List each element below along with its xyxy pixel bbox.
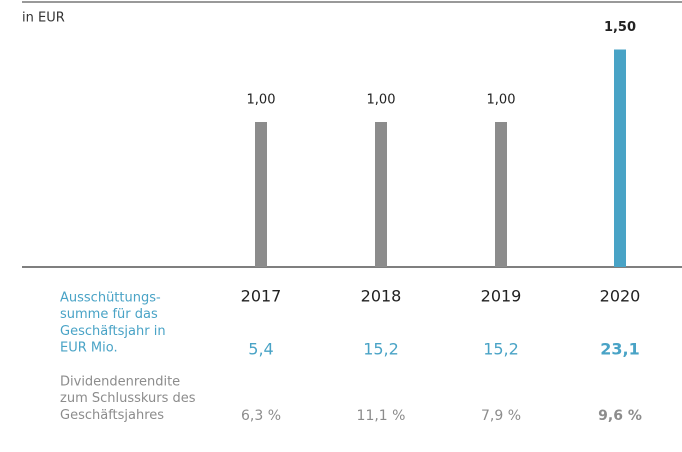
row-value: 7,9 % xyxy=(481,408,521,424)
row-label: EUR Mio. xyxy=(60,341,118,356)
row-value: 11,1 % xyxy=(357,408,406,424)
row-value: 15,2 xyxy=(483,340,519,359)
row-label: summe für das xyxy=(60,307,158,322)
row-value: 15,2 xyxy=(363,340,399,359)
row-label: zum Schlusskurs des xyxy=(60,391,196,406)
unit-label: in EUR xyxy=(22,11,65,26)
bar xyxy=(614,49,626,267)
x-tick-label: 2019 xyxy=(481,287,522,306)
value-label: 1,50 xyxy=(604,20,636,35)
x-tick-label: 2018 xyxy=(361,287,402,306)
bar xyxy=(495,122,507,267)
row-label: Dividendenrendite xyxy=(60,375,180,390)
row-label: Geschäftsjahres xyxy=(60,408,164,423)
value-label: 1,00 xyxy=(367,93,396,108)
row-label: Ausschüttungs- xyxy=(60,291,161,306)
row-value: 5,4 xyxy=(248,340,273,359)
value-label: 1,00 xyxy=(487,93,516,108)
row-value: 9,6 % xyxy=(598,408,642,424)
bar xyxy=(255,122,267,267)
row-label: Geschäftsjahr in xyxy=(60,324,166,339)
value-label: 1,00 xyxy=(247,93,276,108)
bar xyxy=(375,122,387,267)
row-value: 6,3 % xyxy=(241,408,281,424)
row-value: 23,1 xyxy=(600,340,639,359)
x-tick-label: 2017 xyxy=(241,287,282,306)
x-tick-label: 2020 xyxy=(600,287,641,306)
